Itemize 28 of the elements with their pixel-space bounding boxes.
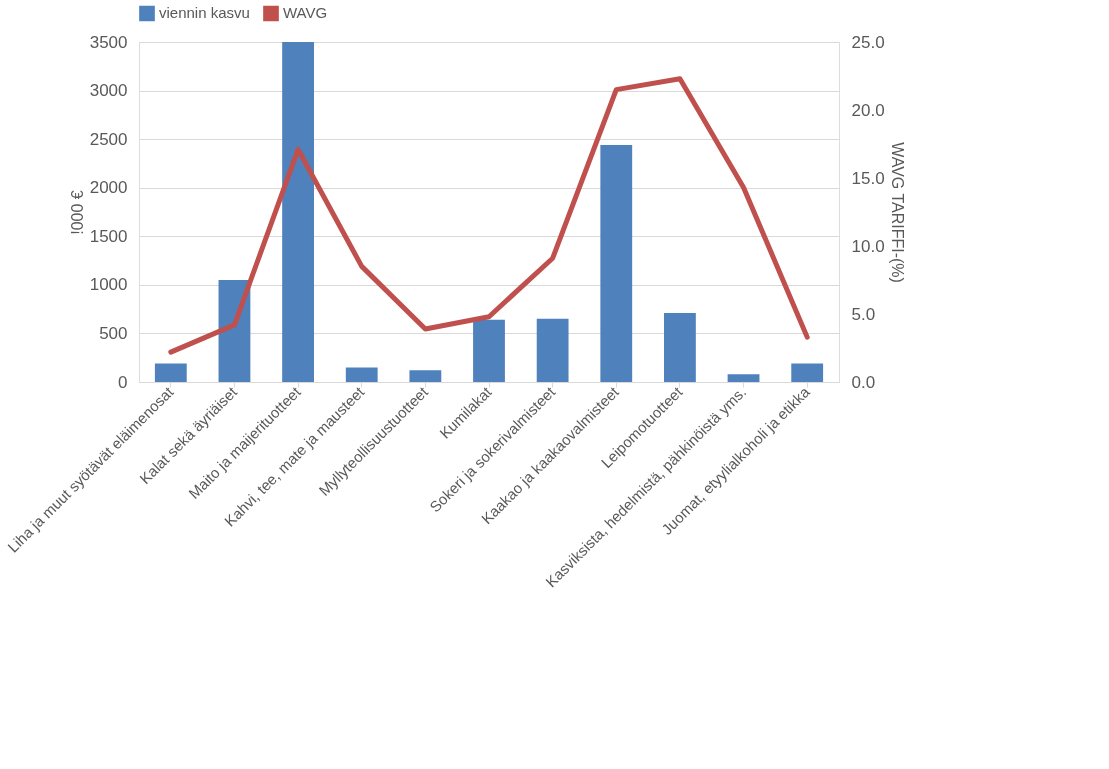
- bar: [345, 367, 378, 382]
- y-tick-label: 3500: [89, 32, 128, 52]
- y-tick-label: 2000: [89, 178, 128, 198]
- y-tick-label: 1000: [89, 275, 128, 295]
- y-tick-label: 0: [118, 372, 128, 392]
- y2-tick-label: 0.0: [851, 372, 876, 392]
- bar: [727, 374, 760, 382]
- bar: [409, 370, 442, 382]
- bar: [282, 42, 314, 382]
- y-tick-label: 1500: [89, 226, 128, 246]
- y2-tick-label: 20.0: [851, 100, 885, 120]
- bar: [664, 313, 696, 382]
- bar: [600, 144, 633, 382]
- y-axis-title: !000 €: [68, 190, 86, 235]
- legend-label: WAVG: [283, 4, 328, 22]
- y2-tick-label: 15.0: [851, 168, 885, 188]
- y-tick-label: 2500: [89, 129, 128, 149]
- legend-label: viennin kasvu: [159, 4, 250, 22]
- bar: [791, 363, 824, 382]
- bar: [536, 318, 569, 382]
- y-tick-label: 3000: [89, 81, 128, 101]
- y2-tick-label: 10.0: [851, 236, 885, 256]
- y2-tick-label: 25.0: [851, 32, 885, 52]
- bar: [473, 319, 505, 382]
- y2-axis-title: WAVG TARIFFI-(%): [888, 142, 906, 283]
- bar: [154, 363, 187, 382]
- y-tick-label: 500: [99, 323, 128, 343]
- y2-tick-label: 5.0: [851, 304, 876, 324]
